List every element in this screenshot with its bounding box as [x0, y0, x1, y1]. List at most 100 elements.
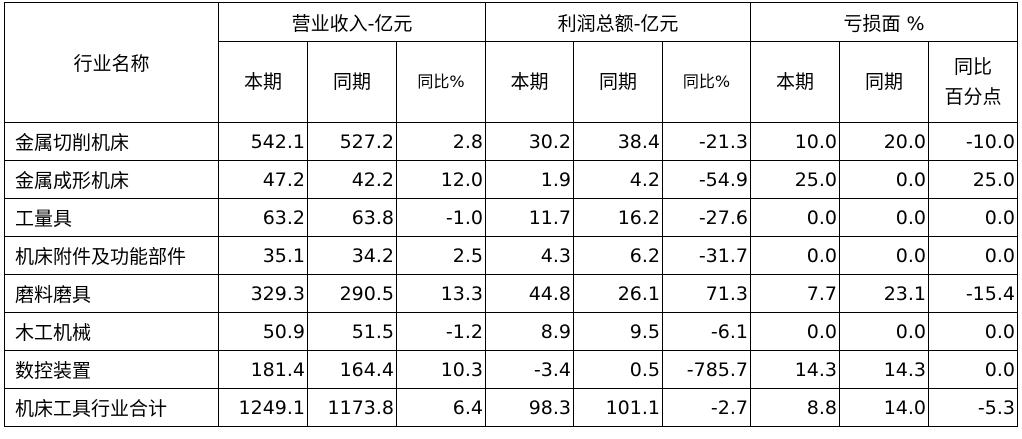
- cell-value: -31.7: [662, 236, 751, 275]
- cell-value: 181.4: [218, 350, 308, 389]
- cell-value: 42.2: [307, 160, 397, 199]
- industry-name: 金属成形机床: [4, 160, 219, 199]
- cell-value: -2.7: [662, 388, 751, 427]
- cell-value: -21.3: [662, 122, 751, 161]
- data-row: 木工机械 50.9 51.5 -1.2 8.9 9.5 -6.1 0.0 0.0 0.0: [4, 312, 1018, 351]
- cell-value: 9.5: [573, 312, 663, 351]
- cell-value: 527.2: [307, 122, 397, 161]
- cell-value: 12.0: [396, 160, 486, 199]
- subheader: 本期: [750, 41, 840, 123]
- industry-name: 工量具: [4, 198, 219, 237]
- cell-value: 25.0: [750, 160, 840, 199]
- cell-value: 0.0: [750, 312, 840, 351]
- subheader-text: 同期: [598, 71, 637, 93]
- subheader: 同期: [573, 41, 663, 123]
- cell-value: 6.4: [396, 388, 486, 427]
- subheader-text: 百分点: [944, 86, 1002, 108]
- cell-value: -10.0: [928, 122, 1018, 161]
- cell-value: 71.3: [662, 274, 751, 313]
- cell-value: 0.0: [839, 236, 929, 275]
- subheader: 同比%: [396, 41, 486, 123]
- cell-value: 1.9: [485, 160, 574, 199]
- cell-value: 14.3: [750, 350, 840, 389]
- group-header: 营业收入-亿元: [218, 2, 486, 42]
- industry-name: 机床工具行业合计: [4, 388, 219, 427]
- cell-value: 11.7: [485, 198, 574, 237]
- subheader-text: 本期: [775, 71, 814, 93]
- cell-value: -6.1: [662, 312, 751, 351]
- industry-name: 磨料磨具: [4, 274, 219, 313]
- cell-value: 0.0: [839, 160, 929, 199]
- cell-value: 63.2: [218, 198, 308, 237]
- cell-value: 2.8: [396, 122, 486, 161]
- cell-value: 26.1: [573, 274, 663, 313]
- subheader: 同比 百分点: [928, 41, 1018, 123]
- cell-value: 0.0: [928, 236, 1018, 275]
- cell-value: 25.0: [928, 160, 1018, 199]
- subheader-row: 本期 同期 同比% 本期 同期 同比% 本期 同期 同比百分点: [5, 41, 1018, 123]
- cell-value: 0.0: [928, 198, 1018, 237]
- cell-value: 16.2: [573, 198, 663, 237]
- cell-value: 290.5: [307, 274, 397, 313]
- data-row: 机床附件及功能部件 35.1 34.2 2.5 4.3 6.2 -31.7 0.0 0.0 0.0: [4, 236, 1018, 275]
- cell-value: 8.8: [750, 388, 840, 427]
- subheader-text: 同比: [953, 56, 992, 78]
- cell-value: 30.2: [485, 122, 574, 161]
- cell-value: 47.2: [218, 160, 308, 199]
- cell-value: -27.6: [662, 198, 751, 237]
- subheader-text: 同期: [332, 71, 371, 93]
- cell-value: 4.3: [485, 236, 574, 275]
- cell-value: 101.1: [573, 388, 663, 427]
- cell-value: -54.9: [662, 160, 751, 199]
- group-header: 亏损面 %: [750, 2, 1018, 42]
- cell-value: 0.5: [573, 350, 663, 389]
- cell-value: 23.1: [839, 274, 929, 313]
- cell-value: 35.1: [218, 236, 308, 275]
- cell-value: 1249.1: [218, 388, 308, 427]
- subheader-text: 同期: [864, 71, 903, 93]
- cell-value: 50.9: [218, 312, 308, 351]
- cell-value: -3.4: [485, 350, 574, 389]
- data-table: 行业名称 营业收入-亿元 利润总额-亿元 亏损面 % 本期 同期 同比% 本期 同期 同比% 本期同…: [4, 2, 1018, 427]
- data-row: 金属成形机床 47.2 42.2 12.0 1.9 4.2 -54.9 25.0 0.0 25.0: [4, 160, 1018, 199]
- industry-name: 木工机械: [4, 312, 219, 351]
- cell-value: 4.2: [573, 160, 663, 199]
- cell-value: 329.3: [218, 274, 308, 313]
- cell-value: 10.0: [750, 122, 840, 161]
- cell-value: 7.7: [750, 274, 840, 313]
- cell-value: 38.4: [573, 122, 663, 161]
- cell-value: 44.8: [485, 274, 574, 313]
- data-row: 工量具 63.2 63.8 -1.0 11.7 16.2 -27.6 0.0 0.0 0.0: [4, 198, 1018, 237]
- subheader-text: 同比%: [417, 72, 465, 91]
- cell-value: -1.2: [396, 312, 486, 351]
- cell-value: 0.0: [750, 198, 840, 237]
- data-row: 金属切削机床 542.1 527.2 2.8 30.2 38.4 -21.3 10.0 20.0…: [4, 122, 1018, 161]
- subheader: 本期: [485, 41, 574, 123]
- cell-value: -15.4: [928, 274, 1018, 313]
- cell-value: 164.4: [307, 350, 397, 389]
- cell-value: 2.5: [396, 236, 486, 275]
- subheader-text: 本期: [510, 71, 549, 93]
- cell-value: 0.0: [750, 236, 840, 275]
- data-row: 机床工具行业合计 1249.1 1173.8 6.4 98.3 101.1 -2.7 8.8 1…: [4, 388, 1018, 427]
- cell-value: 14.0: [839, 388, 929, 427]
- cell-value: 14.3: [839, 350, 929, 389]
- cell-value: 1173.8: [307, 388, 397, 427]
- subheader-text: 本期: [243, 71, 282, 93]
- cell-value: 51.5: [307, 312, 397, 351]
- subheader: 本期: [218, 41, 308, 123]
- subheader: 同期: [839, 41, 929, 123]
- cell-value: -785.7: [662, 350, 751, 389]
- industry-name: 金属切削机床: [4, 122, 219, 161]
- data-row: 数控装置 181.4 164.4 10.3 -3.4 0.5 -785.7 14.3 14.3 0…: [4, 350, 1018, 389]
- cell-value: -5.3: [928, 388, 1018, 427]
- cell-value: 0.0: [928, 350, 1018, 389]
- industry-name: 数控装置: [4, 350, 219, 389]
- cell-value: 34.2: [307, 236, 397, 275]
- row-header: 行业名称: [4, 2, 219, 123]
- cell-value: 8.9: [485, 312, 574, 351]
- industry-name: 机床附件及功能部件: [4, 236, 219, 275]
- cell-value: 98.3: [485, 388, 574, 427]
- subheader-text: 同比%: [682, 72, 731, 91]
